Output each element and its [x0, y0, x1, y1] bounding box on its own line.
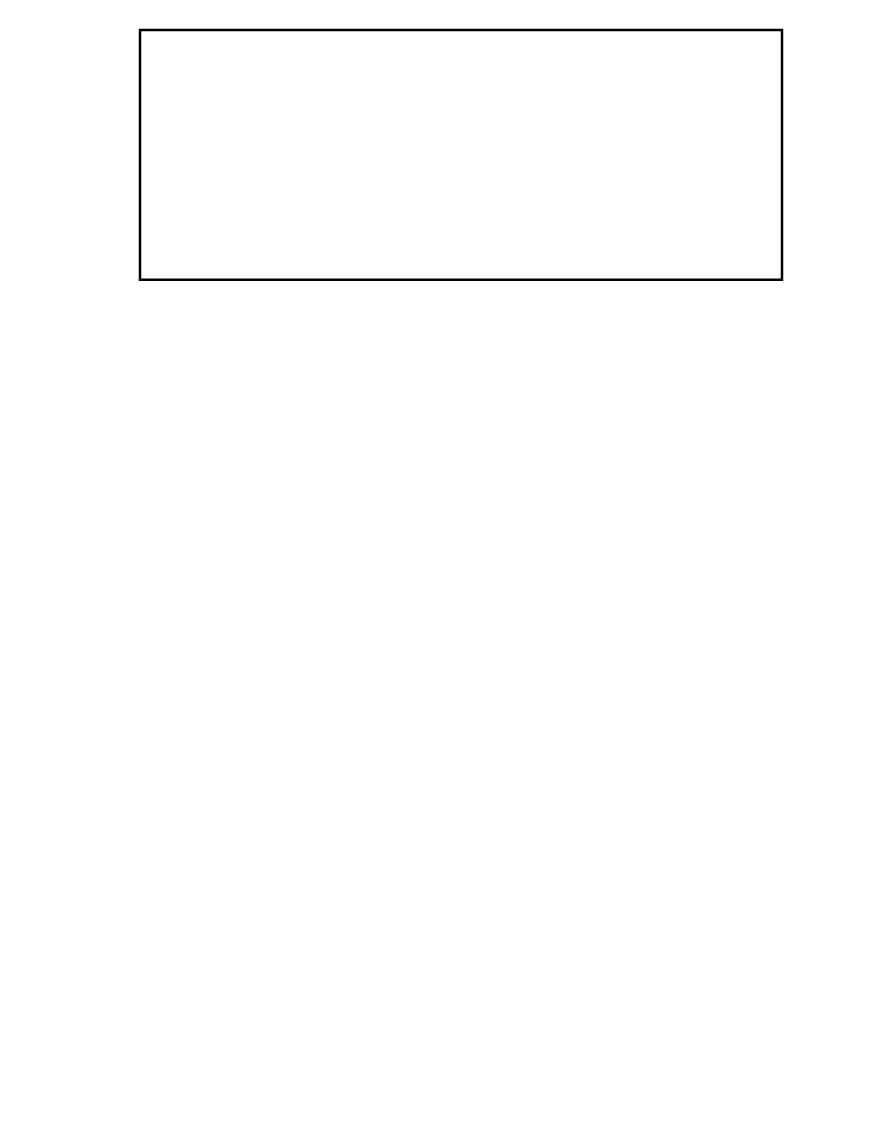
chart-container — [0, 0, 892, 1124]
chart-svg — [0, 0, 892, 1124]
